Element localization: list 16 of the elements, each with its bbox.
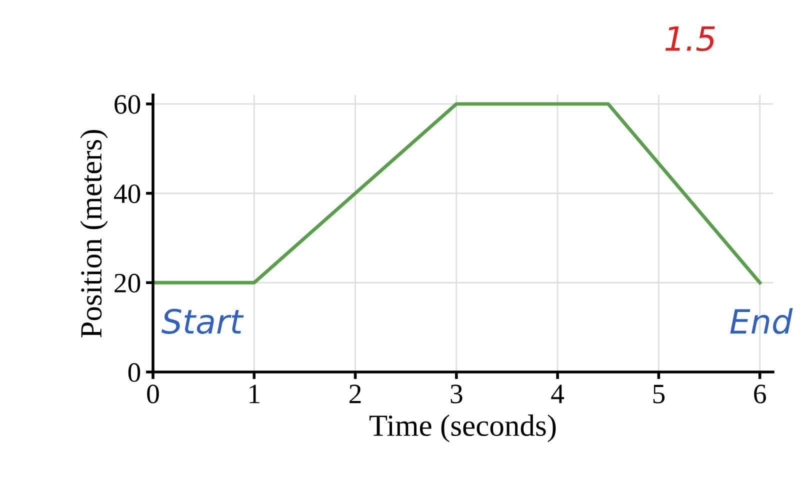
x-tick-label: 2	[350, 384, 361, 404]
x-tick-label: 3	[450, 384, 462, 404]
x-tick-label: 5	[653, 384, 665, 404]
x-tick-label: 0	[147, 384, 159, 404]
x-tick-label: 6	[754, 384, 766, 404]
annotation: Start	[162, 308, 244, 334]
annotation: 1.5	[665, 26, 715, 52]
y-tick-label: 20	[114, 274, 140, 293]
y-tick-label: 0	[128, 363, 140, 382]
y-tick-label: 60	[114, 95, 140, 114]
x-tick-label: 1	[250, 384, 260, 404]
annotation: End	[730, 308, 793, 334]
x-tick-label: 4	[551, 384, 564, 404]
x-axis-title: Time (seconds)	[369, 414, 556, 442]
y-tick-label: 40	[114, 184, 140, 204]
y-axis-title: Position (meters)	[80, 130, 108, 338]
